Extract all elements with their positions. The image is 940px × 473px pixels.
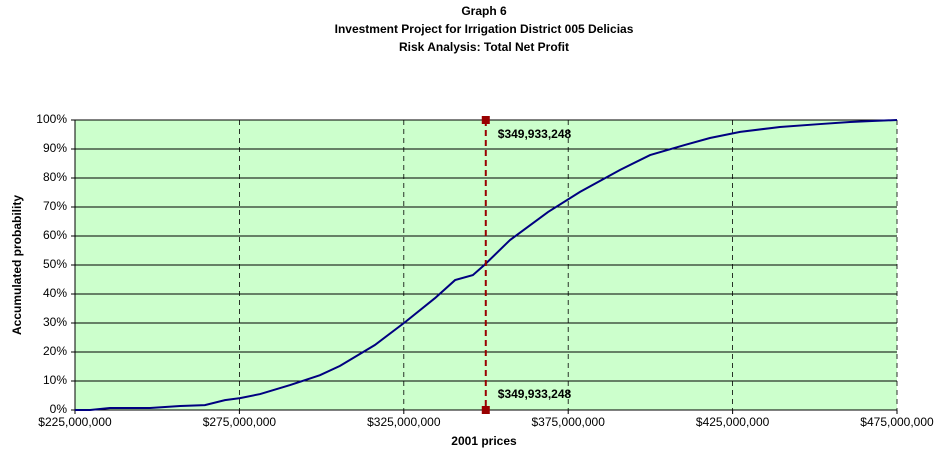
marker-point (481, 116, 490, 124)
x-tick-label: $375,000,000 (531, 415, 605, 429)
chart-title: Risk Analysis: Total Net Profit (399, 40, 569, 54)
y-tick-label: 60% (43, 228, 67, 242)
x-tick-label: $475,000,000 (860, 415, 934, 429)
y-tick-label: 0% (50, 402, 68, 416)
x-tick-label: $225,000,000 (38, 415, 112, 429)
y-tick-label: 10% (43, 373, 67, 387)
y-tick-label: 70% (43, 199, 67, 213)
marker-label: $349,933,248 (498, 127, 572, 141)
y-tick-label: 100% (36, 112, 67, 126)
x-tick-label: $325,000,000 (367, 415, 441, 429)
marker-point (481, 406, 490, 414)
y-tick-label: 30% (43, 315, 67, 329)
x-tick-label: $425,000,000 (696, 415, 770, 429)
chart-title: Investment Project for Irrigation Distri… (335, 22, 634, 36)
data-line (75, 119, 898, 411)
x-axis-title: 2001 prices (451, 434, 517, 448)
x-tick-label: $275,000,000 (203, 415, 277, 429)
y-tick-label: 90% (43, 141, 67, 155)
y-tick-label: 20% (43, 344, 67, 358)
chart-title: Graph 6 (461, 4, 507, 18)
marker-label: $349,933,248 (498, 387, 572, 401)
y-axis-title: Accumulated probability (10, 195, 24, 335)
y-tick-label: 50% (43, 257, 67, 271)
y-tick-label: 40% (43, 286, 67, 300)
y-tick-label: 80% (43, 170, 67, 184)
